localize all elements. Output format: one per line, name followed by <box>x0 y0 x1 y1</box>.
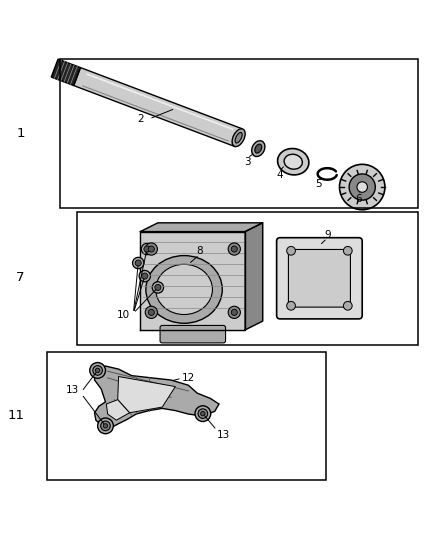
Text: 11: 11 <box>7 409 25 422</box>
Circle shape <box>287 302 295 310</box>
Bar <box>60 59 418 207</box>
Circle shape <box>148 246 154 252</box>
Polygon shape <box>95 366 219 427</box>
Ellipse shape <box>155 264 212 314</box>
Text: 13: 13 <box>217 430 230 440</box>
Circle shape <box>228 306 240 318</box>
FancyBboxPatch shape <box>277 238 362 319</box>
Text: 9: 9 <box>324 230 331 240</box>
Polygon shape <box>51 59 81 86</box>
Text: 1: 1 <box>16 127 25 140</box>
Ellipse shape <box>235 132 242 143</box>
Ellipse shape <box>252 141 265 157</box>
Polygon shape <box>118 376 175 413</box>
Ellipse shape <box>284 154 302 169</box>
Circle shape <box>343 302 352 310</box>
Bar <box>77 212 418 345</box>
Text: 3: 3 <box>244 157 251 167</box>
Ellipse shape <box>278 149 309 175</box>
Circle shape <box>198 409 208 418</box>
Text: 13: 13 <box>66 385 79 394</box>
Text: 6: 6 <box>355 194 362 204</box>
Circle shape <box>231 246 237 252</box>
Text: 8: 8 <box>196 246 203 256</box>
Circle shape <box>195 406 211 422</box>
Circle shape <box>148 309 154 316</box>
Circle shape <box>139 270 150 282</box>
Ellipse shape <box>255 144 262 153</box>
Circle shape <box>103 424 108 428</box>
Circle shape <box>339 164 385 210</box>
Ellipse shape <box>146 256 222 323</box>
Circle shape <box>155 285 161 290</box>
FancyBboxPatch shape <box>160 326 226 343</box>
Text: 12: 12 <box>182 373 195 383</box>
Text: 10: 10 <box>117 310 131 320</box>
Circle shape <box>231 309 237 316</box>
Text: 4: 4 <box>276 170 283 180</box>
Circle shape <box>152 282 163 293</box>
Circle shape <box>357 182 367 192</box>
Polygon shape <box>141 231 245 330</box>
Circle shape <box>93 366 102 375</box>
Polygon shape <box>245 223 263 330</box>
Circle shape <box>90 362 106 378</box>
Polygon shape <box>74 68 242 147</box>
Circle shape <box>349 174 375 200</box>
Text: 5: 5 <box>315 180 322 189</box>
Circle shape <box>228 243 240 255</box>
Text: 7: 7 <box>16 271 25 284</box>
Circle shape <box>145 243 157 255</box>
Circle shape <box>142 273 148 279</box>
Circle shape <box>141 244 152 255</box>
Bar <box>46 352 326 480</box>
Circle shape <box>287 246 295 255</box>
Circle shape <box>101 421 110 431</box>
FancyBboxPatch shape <box>288 249 350 307</box>
Polygon shape <box>106 400 130 420</box>
Circle shape <box>133 257 144 269</box>
Circle shape <box>145 306 157 318</box>
Circle shape <box>135 260 141 266</box>
Polygon shape <box>141 223 263 231</box>
Ellipse shape <box>232 129 245 147</box>
Circle shape <box>98 418 113 434</box>
Circle shape <box>95 368 100 373</box>
Circle shape <box>343 246 352 255</box>
Circle shape <box>144 246 150 252</box>
Text: 2: 2 <box>137 114 144 124</box>
Circle shape <box>201 411 205 416</box>
